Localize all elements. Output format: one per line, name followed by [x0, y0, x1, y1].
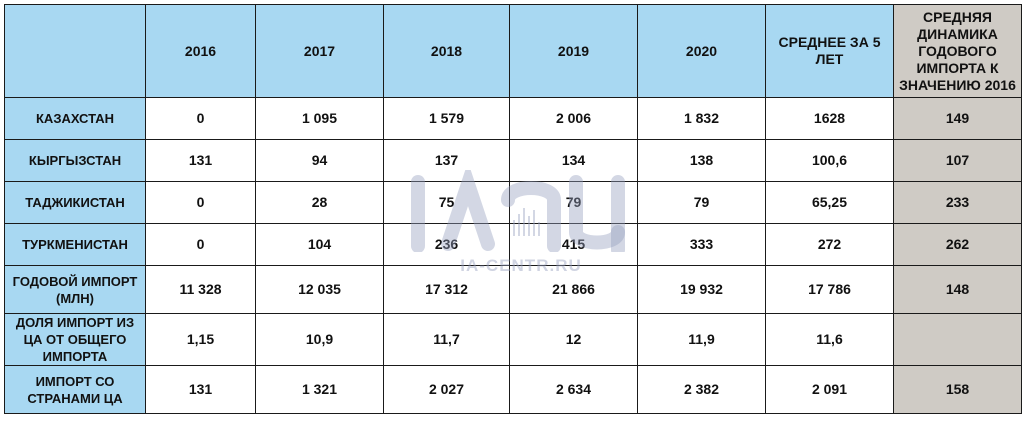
table-cell: 137 — [383, 139, 510, 182]
table-header-row: 2016 2017 2018 2019 2020 СРЕДНЕЕ ЗА 5 ЛЕ… — [4, 4, 1022, 98]
table-cell: 272 — [765, 223, 894, 266]
table-cell: 131 — [145, 139, 256, 182]
table-cell: 75 — [383, 181, 510, 224]
table-cell: 107 — [893, 139, 1022, 182]
table-row: КЫРГЫЗСТАН 131 94 137 134 138 100,6 107 — [4, 139, 1022, 182]
table-cell: 2 006 — [509, 97, 638, 140]
row-label: КЫРГЫЗСТАН — [4, 139, 146, 182]
table-cell — [893, 313, 1022, 366]
table-cell: 2 382 — [637, 365, 766, 414]
header-year-2020: 2020 — [637, 4, 766, 98]
table-row: ТУРКМЕНИСТАН 0 104 236 415 333 272 262 — [4, 223, 1022, 266]
row-label: ДОЛЯ ИМПОРТ ИЗ ЦА ОТ ОБЩЕГО ИМПОРТА — [4, 313, 146, 366]
row-label: ГОДОВОЙ ИМПОРТ (МЛН) — [4, 265, 146, 314]
header-year-2018: 2018 — [383, 4, 510, 98]
table-cell: 262 — [893, 223, 1022, 266]
table-cell: 0 — [145, 223, 256, 266]
table-cell: 94 — [255, 139, 384, 182]
table-cell: 2 091 — [765, 365, 894, 414]
table-cell: 1,15 — [145, 313, 256, 366]
table-cell: 21 866 — [509, 265, 638, 314]
table-cell: 131 — [145, 365, 256, 414]
table-cell: 11,9 — [637, 313, 766, 366]
table-row: ДОЛЯ ИМПОРТ ИЗ ЦА ОТ ОБЩЕГО ИМПОРТА 1,15… — [4, 313, 1022, 366]
table-cell: 2 634 — [509, 365, 638, 414]
table-cell: 1 095 — [255, 97, 384, 140]
table-cell: 236 — [383, 223, 510, 266]
header-year-2017: 2017 — [255, 4, 384, 98]
import-table: 2016 2017 2018 2019 2020 СРЕДНЕЕ ЗА 5 ЛЕ… — [4, 4, 1022, 414]
table-cell: 1628 — [765, 97, 894, 140]
header-year-2016: 2016 — [145, 4, 256, 98]
table-cell: 104 — [255, 223, 384, 266]
table-cell: 0 — [145, 97, 256, 140]
table-cell: 0 — [145, 181, 256, 224]
table-cell: 415 — [509, 223, 638, 266]
header-average-dynamics: СРЕДНЯЯ ДИНАМИКА ГОДОВОГО ИМПОРТА К ЗНАЧ… — [893, 4, 1022, 98]
table-cell: 11,6 — [765, 313, 894, 366]
header-corner-cell — [4, 4, 146, 98]
header-average-5-years: СРЕДНЕЕ ЗА 5 ЛЕТ — [765, 4, 894, 98]
table-cell: 65,25 — [765, 181, 894, 224]
table-cell: 1 321 — [255, 365, 384, 414]
table-cell: 333 — [637, 223, 766, 266]
row-label: ТАДЖИКИСТАН — [4, 181, 146, 224]
table-cell: 138 — [637, 139, 766, 182]
table-cell: 149 — [893, 97, 1022, 140]
table-cell: 100,6 — [765, 139, 894, 182]
table-cell: 12 — [509, 313, 638, 366]
table-cell: 1 579 — [383, 97, 510, 140]
table-cell: 79 — [509, 181, 638, 224]
table-cell: 10,9 — [255, 313, 384, 366]
table-cell: 1 832 — [637, 97, 766, 140]
table-cell: 17 786 — [765, 265, 894, 314]
table-row: ИМПОРТ СО СТРАНАМИ ЦА 131 1 321 2 027 2 … — [4, 365, 1022, 414]
table-cell: 12 035 — [255, 265, 384, 314]
table-cell: 134 — [509, 139, 638, 182]
table-cell: 17 312 — [383, 265, 510, 314]
table-cell: 79 — [637, 181, 766, 224]
table-cell: 233 — [893, 181, 1022, 224]
table-row: КАЗАХСТАН 0 1 095 1 579 2 006 1 832 1628… — [4, 97, 1022, 140]
header-year-2019: 2019 — [509, 4, 638, 98]
table-cell: 28 — [255, 181, 384, 224]
table-cell: 11,7 — [383, 313, 510, 366]
table-cell: 148 — [893, 265, 1022, 314]
table-row: ТАДЖИКИСТАН 0 28 75 79 79 65,25 233 — [4, 181, 1022, 224]
table-cell: 2 027 — [383, 365, 510, 414]
table-cell: 158 — [893, 365, 1022, 414]
table-cell: 11 328 — [145, 265, 256, 314]
row-label: ИМПОРТ СО СТРАНАМИ ЦА — [4, 365, 146, 414]
table-row: ГОДОВОЙ ИМПОРТ (МЛН) 11 328 12 035 17 31… — [4, 265, 1022, 314]
row-label: ТУРКМЕНИСТАН — [4, 223, 146, 266]
table-cell: 19 932 — [637, 265, 766, 314]
row-label: КАЗАХСТАН — [4, 97, 146, 140]
